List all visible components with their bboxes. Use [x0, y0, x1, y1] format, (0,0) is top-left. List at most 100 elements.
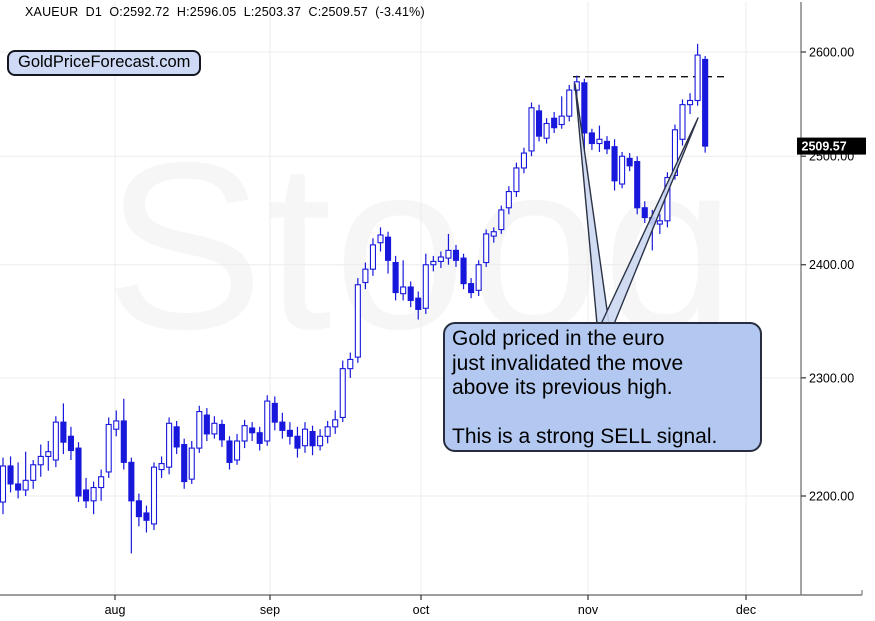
candle-body-down: [271, 402, 278, 423]
candle-body-down: [384, 236, 392, 261]
candle-body-up: [422, 264, 429, 309]
candle-body-down: [452, 249, 460, 261]
candle-body-up: [150, 466, 158, 525]
candle-body-up: [513, 167, 520, 193]
candle-body-up: [686, 99, 694, 106]
callout-line: Gold priced in the euro: [452, 327, 665, 350]
candle-body-up: [505, 191, 512, 209]
candle-body-up: [166, 422, 173, 468]
candle-body-up: [596, 138, 603, 145]
candle-body-down: [120, 420, 127, 463]
candle-body-down: [128, 461, 135, 502]
candle-body-up: [520, 152, 528, 169]
candle-body-down: [60, 421, 67, 443]
callout-leader-pointer: [574, 83, 610, 325]
candle-body-down: [249, 427, 256, 434]
candle-body-up: [45, 451, 52, 457]
candle-body-up: [30, 464, 37, 481]
candle-body-down: [135, 500, 142, 518]
candle-body-down: [309, 431, 316, 447]
candle-body-up: [679, 104, 686, 140]
candle-body-down: [551, 117, 558, 129]
price-tick-label: 2600.00: [809, 46, 854, 60]
candle-body-down: [634, 161, 641, 209]
callout-line: just invalidated the move: [452, 351, 684, 375]
candle-body-down: [15, 483, 22, 491]
candle-body-up: [475, 264, 482, 291]
callout-spacer: [452, 401, 753, 426]
month-tick-label: oct: [413, 603, 430, 617]
candle-body-up: [369, 244, 377, 270]
candle-body-up: [113, 420, 120, 430]
candle-body-down: [626, 157, 633, 167]
candle-body-down: [702, 58, 709, 147]
candle-body-down: [181, 444, 188, 483]
symbol-ohlc-header: XAUEUR D1 O:2592.72 H:2596.05 L:2503.37 …: [25, 5, 425, 19]
month-tick-label: aug: [105, 603, 126, 617]
candle-body-up: [498, 209, 505, 231]
candle-body-up: [656, 220, 663, 225]
candle-body-up: [211, 422, 218, 435]
candle-body-up: [566, 89, 573, 117]
candle-body-up: [377, 234, 384, 244]
candle-body-up: [37, 455, 44, 466]
candle-body-down: [218, 423, 225, 441]
candle-body-down: [173, 426, 180, 448]
candle-body-down: [392, 261, 399, 294]
month-tick-label: nov: [578, 603, 599, 617]
candle-body-up: [105, 423, 112, 473]
month-tick-label: dec: [736, 603, 756, 617]
annotation-callout: Gold priced in the euro just invalidated…: [443, 322, 762, 452]
candle-body-down: [75, 447, 82, 497]
candle-body-up: [558, 115, 565, 126]
candle-body-down: [226, 440, 233, 463]
candle-body-down: [468, 283, 475, 294]
candle-body-up: [22, 479, 29, 491]
candle-body-up: [437, 256, 444, 262]
candle-body-down: [83, 489, 90, 502]
candle-body-up: [619, 155, 626, 185]
candle-body-up: [362, 268, 369, 284]
candle-body-up: [339, 368, 346, 418]
site-badge: GoldPriceForecast.com: [7, 50, 202, 76]
candle-body-down: [7, 465, 14, 485]
candle-body-up: [188, 447, 195, 480]
candle-body-up: [483, 233, 490, 264]
candle-body-up: [445, 249, 452, 259]
candle-body-down: [588, 132, 595, 145]
month-tick-label: sep: [260, 603, 280, 617]
candle-body-up: [98, 476, 105, 489]
candle-body-down: [294, 435, 301, 449]
price-tick-label: 2400.00: [809, 258, 854, 272]
candle-body-up: [528, 107, 535, 152]
candle-body-up: [317, 435, 324, 447]
candle-body-up: [0, 465, 7, 503]
price-tick-label: 2200.00: [809, 490, 854, 504]
candle-body-down: [415, 297, 422, 310]
candle-body-up: [430, 260, 437, 266]
candle-body-up: [234, 440, 241, 461]
candle-body-down: [535, 110, 543, 137]
candle-body-down: [143, 512, 150, 521]
callout-line: above its previous high.: [452, 376, 673, 399]
candle-body-up: [354, 284, 361, 358]
candle-body-down: [581, 82, 588, 134]
candle-body-up: [347, 358, 354, 370]
candle-body-up: [158, 463, 165, 471]
candle-body-up: [241, 425, 248, 442]
price-tick-label: 2300.00: [809, 371, 854, 385]
candle-body-down: [641, 207, 648, 219]
candle-body-down: [407, 286, 414, 301]
candle-body-up: [301, 428, 309, 447]
candle-body-down: [203, 414, 210, 435]
candle-body-up: [196, 411, 203, 449]
last-price-tag: [797, 137, 866, 155]
candle-body-up: [52, 421, 59, 461]
last-price-tag-value: 2509.57: [802, 140, 847, 154]
candle-body-up: [400, 286, 407, 295]
candle-body-up: [332, 419, 339, 428]
callout-sell-signal-line: This is a strong SELL signal.: [452, 425, 718, 448]
candle-body-up: [694, 54, 701, 102]
